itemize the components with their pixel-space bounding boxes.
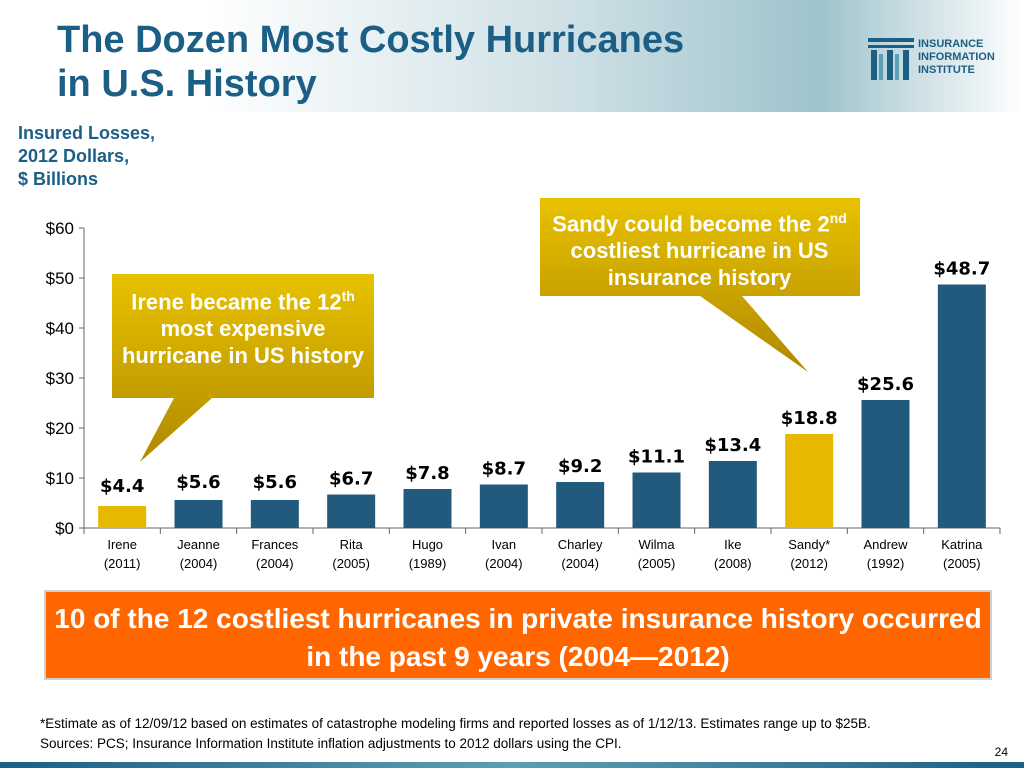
bar-value-label: $25.6 (857, 374, 914, 395)
category-year-label: (2005) (638, 556, 676, 571)
category-year-label: (1989) (409, 556, 447, 571)
title-line-1: The Dozen Most Costly Hurricanes (57, 19, 685, 61)
category-label: Irene (107, 537, 137, 552)
bar-value-label: $5.6 (253, 472, 297, 493)
bar-value-label: $7.8 (405, 463, 449, 484)
callout-sandy-after: costliest hurricane in US insurance hist… (570, 238, 829, 291)
footnote-line-1: *Estimate as of 12/09/12 based on estima… (40, 716, 871, 731)
page-number: 24 (994, 745, 1008, 759)
y-tick-label: $30 (46, 369, 74, 388)
callout-irene-text: Irene became the 12th most expensive hur… (114, 283, 372, 369)
category-year-label: (2008) (714, 556, 752, 571)
callout-irene-sup: th (341, 288, 355, 304)
iii-logo-icon (868, 38, 914, 80)
subtitle-line-3: $ Billions (18, 169, 99, 189)
chart-subtitle: Insured Losses, 2012 Dollars, $ Billions (18, 122, 155, 191)
y-tick-label: $10 (46, 469, 74, 488)
bar-value-label: $5.6 (176, 472, 220, 493)
bar-value-label: $6.7 (329, 469, 373, 490)
category-year-label: (2004) (180, 556, 218, 571)
category-year-label: (2005) (332, 556, 370, 571)
category-label: Hugo (412, 537, 443, 552)
title-line-2: in U.S. History (57, 63, 317, 105)
category-label: Wilma (638, 537, 675, 552)
category-label: Katrina (941, 537, 983, 552)
bar (327, 494, 376, 528)
subtitle-line-1: Insured Losses, (18, 123, 156, 143)
bar-value-label: $13.4 (704, 435, 761, 456)
bar (708, 461, 757, 528)
category-year-label: (2004) (256, 556, 294, 571)
bar (403, 489, 452, 528)
category-label: Sandy* (788, 537, 830, 552)
bar (632, 472, 681, 528)
logo-line-1: INSURANCE (918, 38, 984, 50)
logo-text: INSURANCE INFORMATION INSTITUTE (918, 38, 995, 77)
logo-line-3: INSTITUTE (918, 64, 975, 76)
callout-sandy-before: Sandy could become the 2 (552, 211, 830, 237)
y-tick-label: $60 (46, 219, 74, 238)
subtitle-line-2: 2012 Dollars, (18, 146, 130, 166)
y-tick-label: $20 (46, 419, 74, 438)
category-label: Frances (251, 537, 298, 552)
bottom-bar (0, 762, 1024, 768)
callout-irene-bubble (112, 274, 374, 462)
category-year-label: (2004) (485, 556, 523, 571)
logo-line-2: INFORMATION (918, 51, 995, 63)
callout-irene-before: Irene became the 12 (131, 289, 342, 315)
bar-value-label: $9.2 (558, 456, 602, 477)
category-label: Ike (724, 537, 741, 552)
summary-banner: 10 of the 12 costliest hurricanes in pri… (44, 590, 992, 680)
y-tick-label: $50 (46, 269, 74, 288)
category-year-label: (2011) (104, 556, 141, 571)
category-label: Charley (558, 537, 603, 552)
callout-irene-after: most expensive hurricane in US history (121, 316, 365, 369)
bar (556, 482, 605, 528)
category-year-label: (2004) (561, 556, 599, 571)
category-year-label: (2005) (943, 556, 981, 571)
bar-chart: $0 $10 $20 $30 $40 $50 $60 $4.4 Irene (2011) $5.6 J… (46, 198, 1001, 571)
bar-value-label: $4.4 (100, 476, 144, 497)
category-label: Ivan (492, 537, 517, 552)
bar (861, 400, 910, 528)
category-label: Rita (340, 537, 364, 552)
footnote: *Estimate as of 12/09/12 based on estima… (40, 714, 871, 754)
footnote-line-2: Sources: PCS; Insurance Information Inst… (40, 736, 622, 751)
callout-sandy-sup: nd (829, 210, 847, 226)
bar (937, 284, 986, 528)
bar (174, 500, 223, 528)
y-tick-label: $0 (55, 519, 74, 538)
callout-sandy-bubble (540, 198, 860, 372)
banner-text: 10 of the 12 costliest hurricanes in pri… (54, 603, 982, 672)
bar (250, 500, 299, 528)
page-title: The Dozen Most Costly Hurricanes in U.S.… (57, 18, 684, 106)
bar (785, 434, 834, 528)
category-year-label: (2012) (790, 556, 828, 571)
header-band: The Dozen Most Costly Hurricanes in U.S.… (0, 0, 1024, 112)
category-label: Andrew (863, 537, 908, 552)
category-label: Jeanne (177, 537, 220, 552)
bar-value-label: $18.8 (781, 408, 838, 429)
category-year-label: (1992) (867, 556, 905, 571)
bar-value-label: $48.7 (933, 259, 990, 280)
bar-value-label: $8.7 (482, 459, 526, 480)
bar (98, 506, 147, 528)
bar (479, 484, 528, 528)
iii-logo: INSURANCE INFORMATION INSTITUTE (866, 36, 1016, 86)
y-tick-label: $40 (46, 319, 74, 338)
bar-value-label: $11.1 (628, 447, 685, 468)
callout-sandy-text: Sandy could become the 2nd costliest hur… (542, 205, 857, 291)
